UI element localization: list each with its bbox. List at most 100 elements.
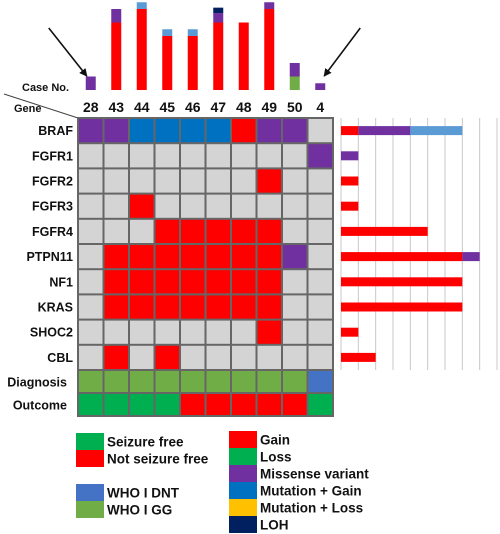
cell-SHOC2-46 [181,320,205,344]
cell-BRAF-46 [181,119,205,143]
cell-FGFR3-45 [155,194,179,218]
annot-outcome-43 [104,394,128,415]
gene-label-SHOC2: SHOC2 [30,326,73,340]
gene-bar-BRAF-mut_gain [410,126,463,136]
cell-BRAF-45 [155,119,179,143]
gene-label-FGFR2: FGFR2 [32,175,73,189]
annot-outcome-46 [181,394,205,415]
cell-PTPN11-4 [308,245,332,269]
legend-swatch-gg [76,501,104,518]
cell-FGFR3-44 [130,194,154,218]
cell-NF1-50 [283,270,307,294]
annot-diagnosis-45 [155,371,179,392]
annot-diagnosis-50 [283,371,307,392]
cell-CBL-50 [283,345,307,369]
cell-NF1-46 [181,270,205,294]
cell-FGFR4-46 [181,219,205,243]
cell-SHOC2-44 [130,320,154,344]
case-number-labels: 28 43 44 45 46 47 48 49 50 4 [83,99,324,115]
cell-KRAS-43 [104,295,128,319]
annot-diagnosis-48 [232,371,256,392]
cell-BRAF-47 [206,119,230,143]
gene-label-FGFR4: FGFR4 [32,225,73,239]
gene-bar-KRAS-gain [341,302,463,312]
case-label-49: 49 [261,99,277,115]
cell-FGFR3-50 [283,194,307,218]
cell-FGFR2-49 [257,169,281,193]
annot-diagnosis-44 [130,371,154,392]
case-bar-47-missense [213,13,224,23]
gene-bar-FGFR4-gain [341,226,428,236]
cell-FGFR1-48 [232,144,256,168]
annot-label-outcome: Outcome [13,399,67,413]
cell-FGFR2-44 [130,169,154,193]
case-bar-45-mut_gain [162,29,173,36]
legend-swatch-free [76,433,104,450]
annot-outcome-50 [283,394,307,415]
case-label-4: 4 [316,99,324,115]
cell-SHOC2-50 [283,320,307,344]
header-diagonal [3,93,79,119]
cell-FGFR4-50 [283,219,307,243]
cell-SHOC2-47 [206,320,230,344]
case-label-43: 43 [108,99,124,115]
cell-SHOC2-43 [104,320,128,344]
cell-BRAF-43 [104,119,128,143]
cell-KRAS-49 [257,295,281,319]
annot-label-diagnosis: Diagnosis [7,376,67,390]
cell-KRAS-46 [181,295,205,319]
case-label-50: 50 [287,99,303,115]
cell-BRAF-44 [130,119,154,143]
cell-KRAS-47 [206,295,230,319]
cell-FGFR4-47 [206,219,230,243]
top-stacked-bars [85,2,326,90]
gene-label-FGFR3: FGFR3 [32,200,73,214]
gene-label-PTPN11: PTPN11 [26,250,73,264]
cell-SHOC2-45 [155,320,179,344]
cell-KRAS-48 [232,295,256,319]
case-bar-49-gain [264,9,275,90]
case-bar-4-missense [315,83,326,90]
cell-SHOC2-49 [257,320,281,344]
cell-CBL-4 [308,345,332,369]
cell-PTPN11-46 [181,245,205,269]
cell-BRAF-48 [232,119,256,143]
cell-FGFR4-49 [257,219,281,243]
legend-swatch-mut_loss [229,499,257,516]
cell-FGFR4-4 [308,219,332,243]
legend-label-missense: Missense variant [260,467,369,482]
legend-label-loh: LOH [260,518,289,533]
cell-FGFR1-44 [130,144,154,168]
gene-label-FGFR1: FGFR1 [32,149,73,163]
case-label-46: 46 [185,99,201,115]
cell-FGFR1-43 [104,144,128,168]
gene-alteration-grid [77,117,334,371]
case-bar-46-mut_gain [187,29,198,36]
cell-PTPN11-50 [283,245,307,269]
cell-NF1-49 [257,270,281,294]
cell-FGFR2-28 [79,169,103,193]
annot-outcome-4 [308,394,332,415]
annot-outcome-47 [206,394,230,415]
legend-swatch-mut_gain [229,482,257,499]
cell-FGFR1-4 [308,144,332,168]
legend-label-gg: WHO I GG [107,503,172,518]
case-bar-44-mut_gain [136,2,147,9]
case-label-45: 45 [159,99,175,115]
annot-diagnosis-43 [104,371,128,392]
gene-labels: BRAF FGFR1 FGFR2 FGFR3 FGFR4 PTPN11 NF1 KRAS SHO… [26,124,73,365]
cell-NF1-47 [206,270,230,294]
cell-PTPN11-47 [206,245,230,269]
gene-bar-BRAF-gain [341,126,359,136]
cell-PTPN11-28 [79,245,103,269]
case-label-44: 44 [134,99,150,115]
cell-FGFR3-43 [104,194,128,218]
cell-FGFR2-50 [283,169,307,193]
legend-swatch-dnt [76,484,104,501]
gene-bar-CBL-gain [341,352,376,362]
legend-swatch-missense [229,465,257,482]
cell-FGFR2-43 [104,169,128,193]
gene-label-BRAF: BRAF [38,124,73,138]
legend-swatch-not_free [76,450,104,467]
